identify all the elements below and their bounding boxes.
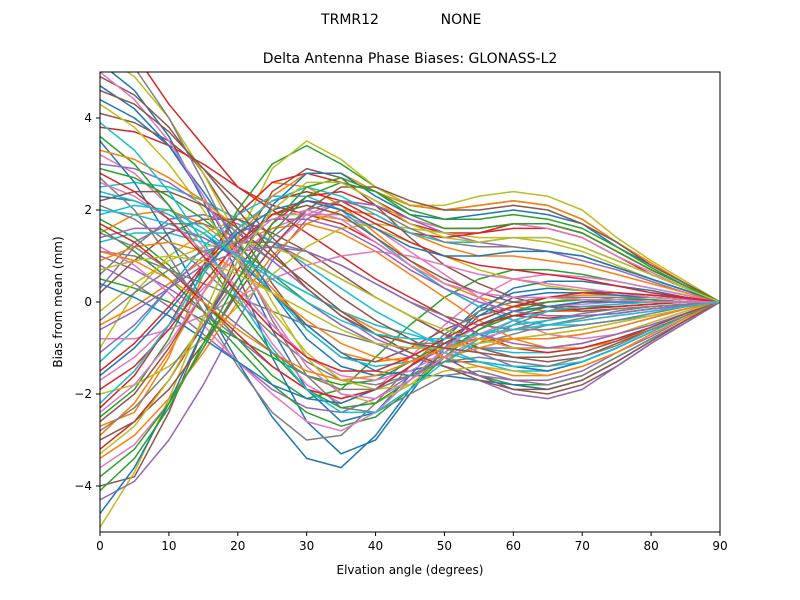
series-line-75 (100, 246, 720, 349)
y-tick-label: 2 (84, 203, 92, 217)
series-line-35 (100, 200, 720, 501)
suptitle-left: TRMR12 (320, 12, 379, 28)
series-line-71 (100, 200, 720, 377)
x-tick-label: 30 (299, 539, 314, 553)
x-tick-label: 80 (643, 539, 658, 553)
series-line-66 (100, 190, 720, 391)
series-line-74 (100, 172, 720, 372)
series-group (100, 72, 720, 528)
series-line-72 (100, 250, 720, 381)
series-line-34 (100, 126, 720, 354)
y-tick-label: 0 (84, 295, 92, 309)
series-line-77 (100, 209, 720, 413)
chart-title: Delta Antenna Phase Biases: GLONASS-L2 (263, 51, 558, 67)
x-tick-label: 10 (161, 539, 176, 553)
series-line-79 (100, 181, 720, 455)
x-tick-label: 40 (368, 539, 383, 553)
series-line-48 (136, 72, 720, 414)
series-line-69 (100, 255, 720, 349)
x-tick-label: 20 (230, 539, 245, 553)
y-tick-label: −2 (74, 387, 92, 401)
x-tick-label: 60 (506, 539, 521, 553)
x-tick-label: 90 (712, 539, 727, 553)
y-axis-label: Bias from mean (mm) (51, 236, 65, 367)
x-tick-label: 0 (96, 539, 104, 553)
series-line-73 (100, 177, 720, 492)
series-line-80 (100, 190, 720, 340)
suptitle-right: NONE (441, 12, 482, 28)
x-axis-ticks: 0 10 20 30 40 50 60 70 80 90 (96, 532, 728, 553)
series-line-63 (100, 181, 720, 478)
series-line-78 (100, 232, 720, 391)
x-tick-label: 50 (437, 539, 452, 553)
y-axis-ticks: −4 −2 0 2 4 (74, 111, 100, 493)
y-tick-label: −4 (74, 479, 92, 493)
x-tick-label: 70 (575, 539, 590, 553)
series-line-70 (100, 122, 720, 414)
series-line-54 (100, 200, 720, 391)
y-tick-label: 4 (84, 111, 92, 125)
series-line-76 (100, 89, 720, 358)
x-axis-label: Elvation angle (degrees) (337, 563, 484, 577)
